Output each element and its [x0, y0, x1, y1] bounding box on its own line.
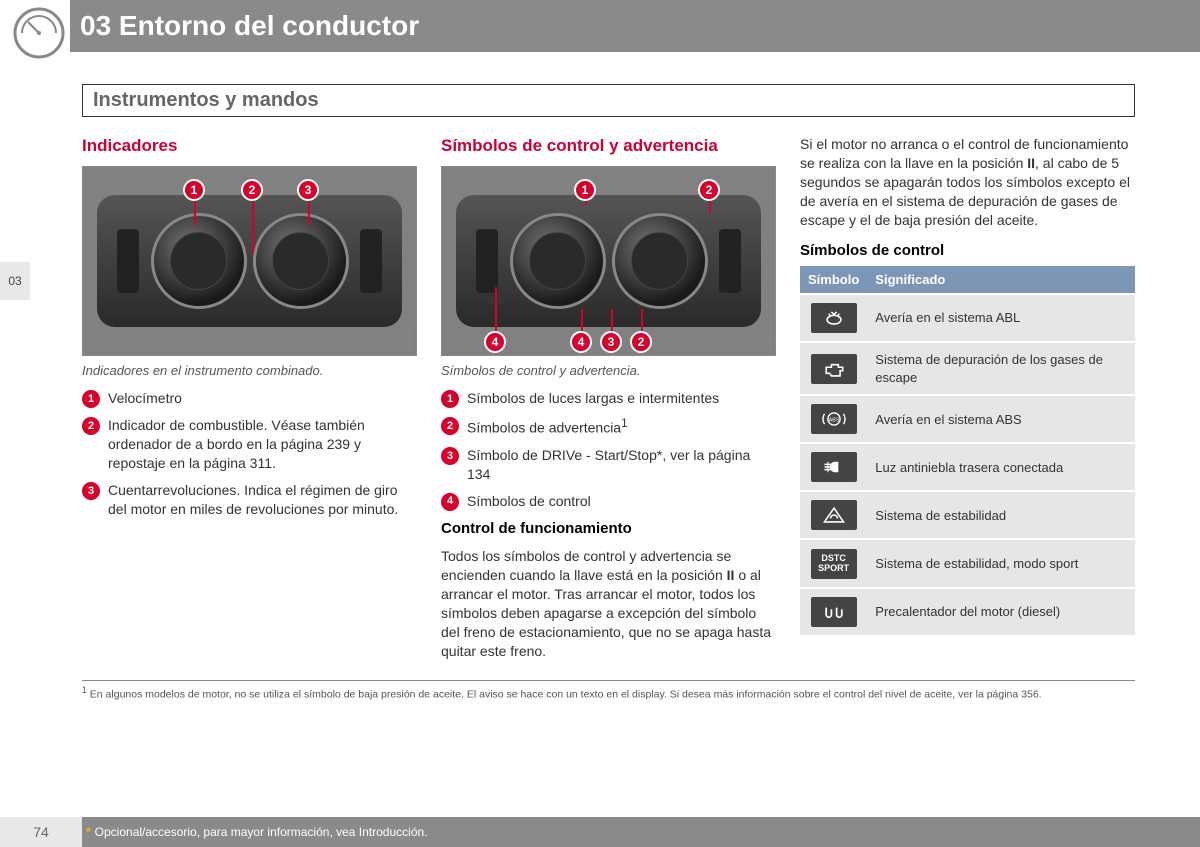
list-item: 2 Indicador de combustible. Véase también… — [82, 416, 417, 473]
bullet-icon: 3 — [82, 482, 100, 500]
stability-icon — [811, 500, 857, 530]
callout-bullet: 2 — [698, 179, 720, 201]
table-row: Luz antiniebla trasera conectada — [800, 443, 1135, 491]
section-header: Instrumentos y mandos — [82, 84, 1135, 117]
figure-indicadores: 1 2 3 G044559 — [82, 166, 417, 356]
chapter-header: 03 Entorno del conductor — [70, 0, 1200, 52]
meaning-cell: Avería en el sistema ABL — [867, 294, 1135, 342]
callout-bullet: 1 — [183, 179, 205, 201]
symbol-cell — [800, 294, 867, 342]
table-row: ABS Avería en el sistema ABS — [800, 395, 1135, 443]
list-item-text: Cuentarrevoluciones. Indica el régimen d… — [108, 481, 417, 519]
list-item-text: Símbolo de DRIVe - Start/Stop*, ver la p… — [467, 446, 776, 484]
gauge-icon — [12, 6, 66, 60]
symbol-cell — [800, 443, 867, 491]
symbol-cell — [800, 342, 867, 395]
chapter-title: 03 Entorno del conductor — [80, 10, 419, 42]
side-tab: 03 — [0, 262, 30, 300]
callout-bullet: 3 — [297, 179, 319, 201]
preheat-icon — [811, 597, 857, 627]
engine-icon — [811, 354, 857, 384]
intro-text: Si el motor no arranca o el control de f… — [800, 135, 1135, 229]
control-text: Todos los símbolos de control y adverten… — [441, 547, 776, 660]
figure-code: G044559 — [405, 322, 414, 351]
symbols-table: Símbolo Significado Avería en el sistema… — [800, 266, 1135, 637]
callout-bullet: 2 — [630, 331, 652, 353]
star-icon: * — [86, 825, 91, 839]
callout-bullet: 3 — [600, 331, 622, 353]
footnote-text: 1 En algunos modelos de motor, no se uti… — [82, 685, 1135, 701]
list-item: 1 Velocímetro — [82, 389, 417, 408]
bullet-icon: 1 — [441, 390, 459, 408]
column-indicadores: Indicadores 1 2 3 G044559 Indicadores en e… — [82, 135, 417, 660]
table-row: Sistema de depuración de los gases de es… — [800, 342, 1135, 395]
table-row: Sistema de estabilidad — [800, 491, 1135, 539]
th-significado: Significado — [867, 266, 1135, 295]
list-item-text: Velocímetro — [108, 389, 182, 408]
fog-icon — [811, 452, 857, 482]
meaning-cell: Luz antiniebla trasera conectada — [867, 443, 1135, 491]
footer-text: Opcional/accesorio, para mayor informaci… — [95, 825, 428, 839]
list-indicadores: 1 Velocímetro 2 Indicador de combustible. V… — [82, 389, 417, 518]
list-item-text: Símbolos de luces largas e intermitentes — [467, 389, 719, 408]
content-columns: Indicadores 123 G044559 Indicadores en e… — [0, 135, 1200, 660]
list-item: 1 Símbolos de luces largas e intermitente… — [441, 389, 776, 408]
footnote-area: 1 En algunos modelos de motor, no se uti… — [82, 680, 1135, 701]
table-row: Avería en el sistema ABL — [800, 294, 1135, 342]
dstc-icon: DSTCSPORT — [811, 549, 857, 579]
bullet-icon: 2 — [82, 417, 100, 435]
table-row: Precalentador del motor (diesel) — [800, 588, 1135, 636]
abl-icon — [811, 303, 857, 333]
figure-code: G044560 — [764, 322, 773, 351]
th-simbolo: Símbolo — [800, 266, 867, 295]
section-title: Instrumentos y mandos — [93, 89, 1124, 112]
meaning-cell: Sistema de depuración de los gases de es… — [867, 342, 1135, 395]
symbol-cell — [800, 491, 867, 539]
page-footer: 74 * Opcional/accesorio, para mayor info… — [0, 817, 1200, 847]
list-item-text: Símbolos de control — [467, 492, 591, 511]
heading-indicadores: Indicadores — [82, 135, 417, 158]
symbol-cell: DSTCSPORT — [800, 539, 867, 587]
column-table: Si el motor no arranca o el control de f… — [800, 135, 1135, 660]
symbol-cell — [800, 588, 867, 636]
abs-icon: ABS — [811, 404, 857, 434]
bullet-icon: 1 — [82, 390, 100, 408]
list-item: 4 Símbolos de control — [441, 492, 776, 511]
meaning-cell: Sistema de estabilidad, modo sport — [867, 539, 1135, 587]
caption-simbolos: Símbolos de control y advertencia. — [441, 362, 776, 380]
list-simbolos: 1 Símbolos de luces largas e intermitente… — [441, 389, 776, 510]
bullet-icon: 2 — [441, 417, 459, 435]
list-item: 2 Símbolos de advertencia1 — [441, 416, 776, 438]
callout-bullet: 1 — [574, 179, 596, 201]
heading-simbolos: Símbolos de control y advertencia — [441, 135, 776, 158]
meaning-cell: Avería en el sistema ABS — [867, 395, 1135, 443]
list-item-text: Símbolos de advertencia1 — [467, 416, 628, 438]
table-row: DSTCSPORT Sistema de estabilidad, modo sp… — [800, 539, 1135, 587]
list-item: 3 Símbolo de DRIVe - Start/Stop*, ver la … — [441, 446, 776, 484]
figure-simbolos: 124432 G044560 — [441, 166, 776, 356]
meaning-cell: Precalentador del motor (diesel) — [867, 588, 1135, 636]
symbol-cell: ABS — [800, 395, 867, 443]
callout-bullet: 4 — [484, 331, 506, 353]
callout-bullet: 4 — [570, 331, 592, 353]
page-number: 74 — [0, 817, 82, 847]
meaning-cell: Sistema de estabilidad — [867, 491, 1135, 539]
subheading-control: Control de funcionamiento — [441, 519, 776, 539]
column-simbolos: Símbolos de control y advertencia 124432… — [441, 135, 776, 660]
list-item: 3 Cuentarrevoluciones. Indica el régimen … — [82, 481, 417, 519]
subheading-symbols: Símbolos de control — [800, 241, 1135, 261]
svg-text:ABS: ABS — [828, 418, 839, 424]
bullet-icon: 3 — [441, 447, 459, 465]
caption-indicadores: Indicadores en el instrumento combinado. — [82, 362, 417, 380]
bullet-icon: 4 — [441, 493, 459, 511]
callout-bullet: 2 — [241, 179, 263, 201]
list-item-text: Indicador de combustible. Véase también … — [108, 416, 417, 473]
